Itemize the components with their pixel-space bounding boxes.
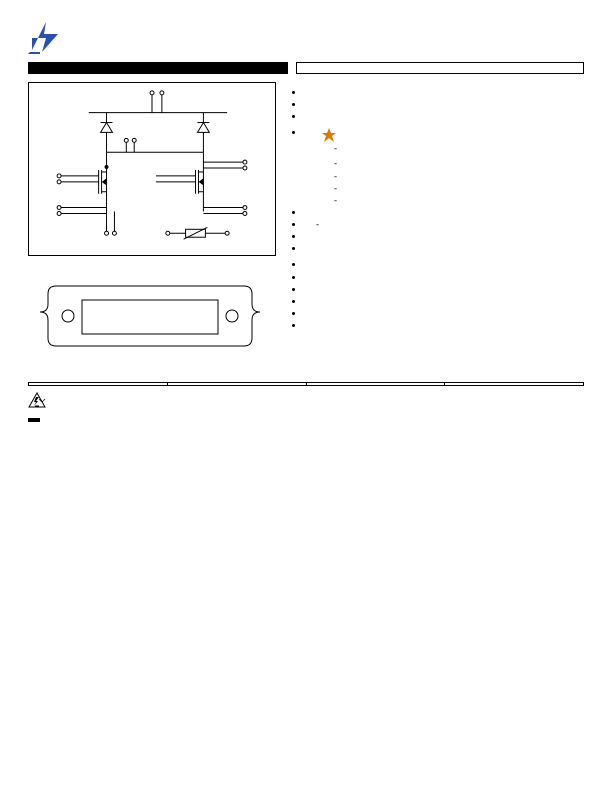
left-column: [28, 82, 276, 376]
circuit-schematic: [28, 82, 276, 256]
coolmos-logo: [320, 128, 584, 142]
caution-row: [28, 392, 584, 408]
company-logo: [28, 20, 66, 54]
package-diagram: [28, 264, 276, 372]
benefits-list: [286, 258, 584, 331]
star-icon: [322, 128, 336, 142]
ratings-table: [28, 382, 584, 386]
apt-bolt-icon: [28, 20, 64, 54]
footer-link[interactable]: [28, 418, 40, 422]
key-ratings-box: [296, 62, 584, 74]
header: [28, 20, 584, 54]
table-header-row: [29, 383, 584, 386]
features-list: [286, 126, 584, 254]
footer: [28, 418, 584, 422]
product-title-box: [28, 62, 288, 74]
esd-icon: [28, 392, 46, 408]
right-column: [286, 82, 584, 376]
content-row: [28, 82, 584, 376]
title-ratings-row: [28, 62, 584, 74]
application-list: [286, 86, 584, 122]
